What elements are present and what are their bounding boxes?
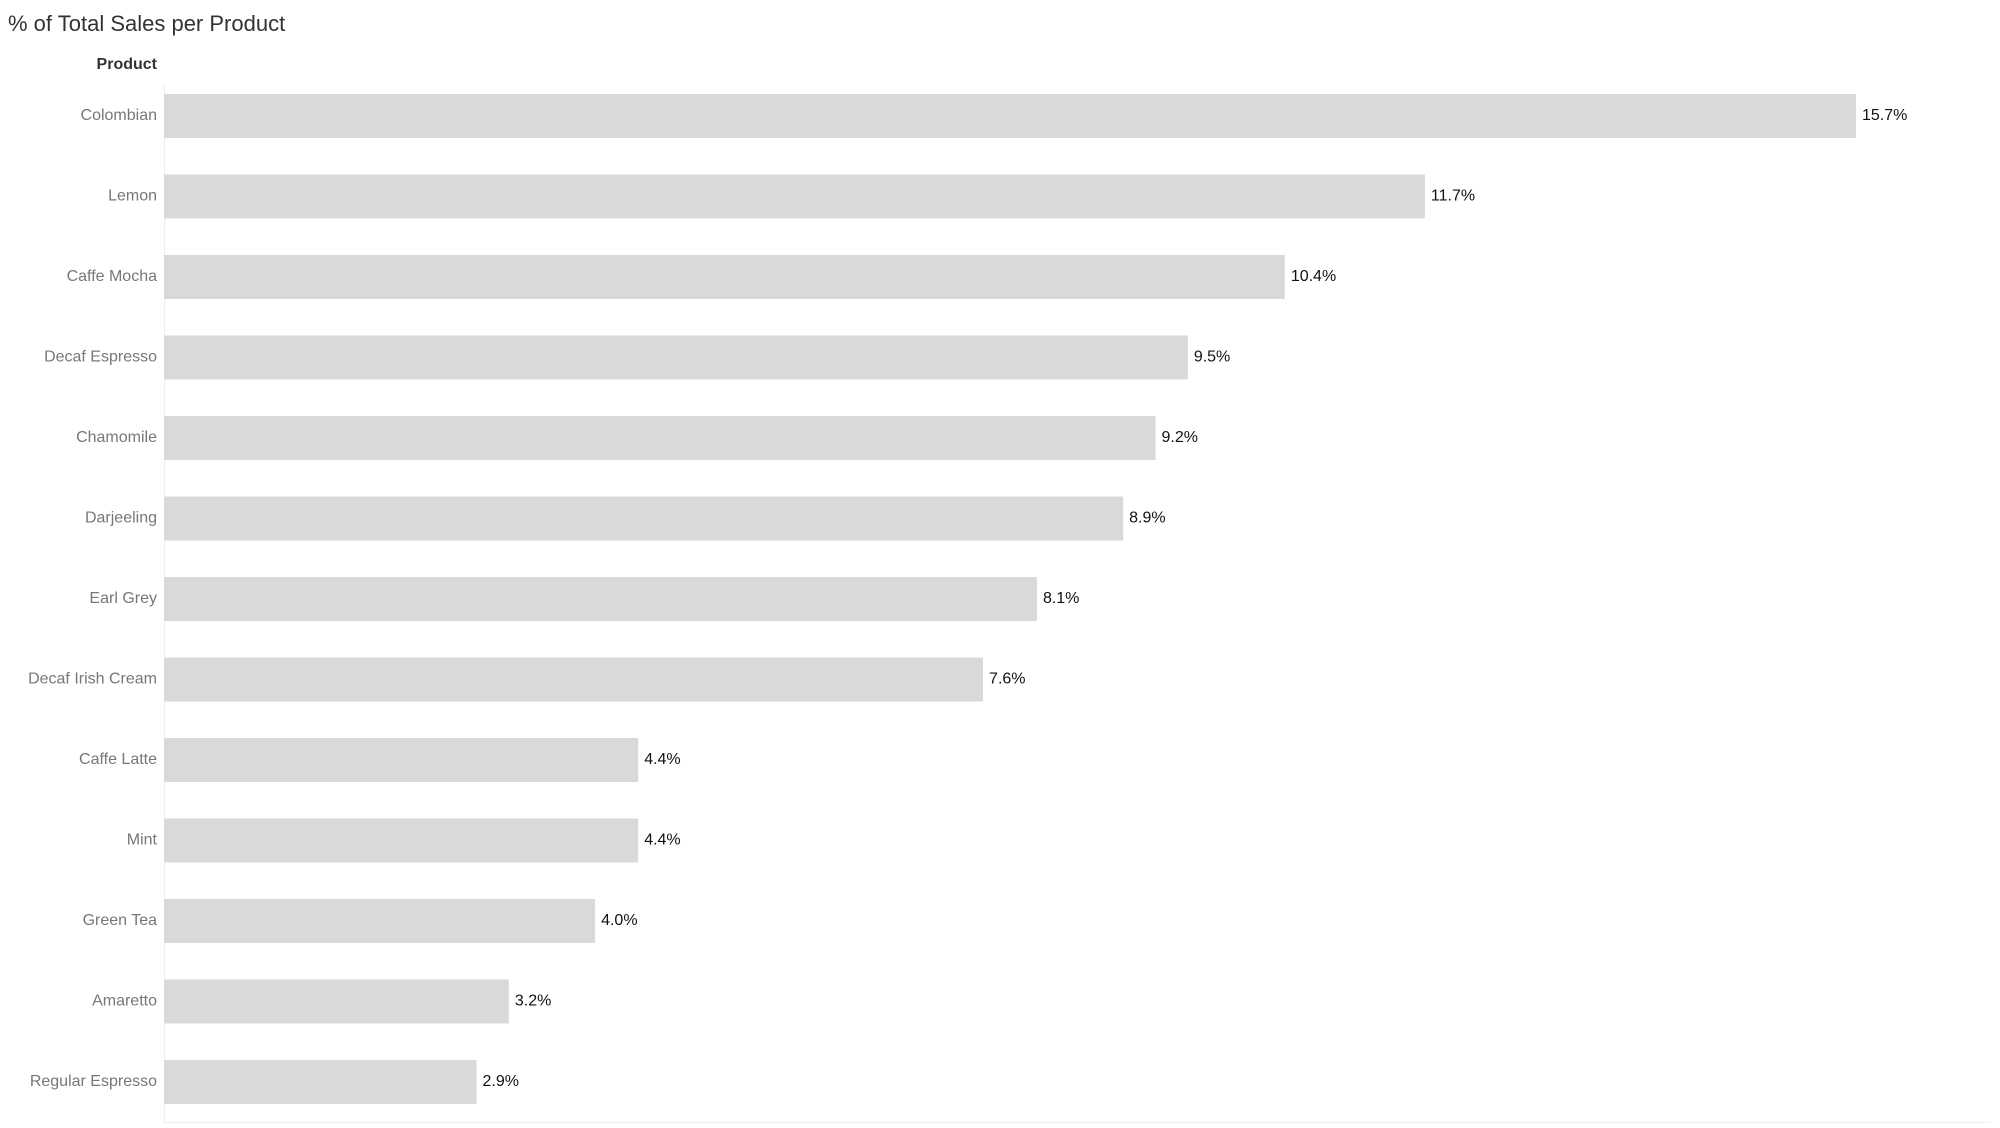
value-label: 15.7% xyxy=(1862,107,1907,124)
bar xyxy=(164,577,1037,621)
category-label: Green Tea xyxy=(83,912,158,929)
bar xyxy=(164,1060,477,1104)
bar xyxy=(164,174,1425,219)
chart-title: % of Total Sales per Product xyxy=(8,11,285,36)
value-label: 4.0% xyxy=(601,912,637,929)
bar xyxy=(164,94,1856,138)
category-label: Decaf Espresso xyxy=(44,349,157,366)
bar xyxy=(164,818,639,863)
value-label: 2.9% xyxy=(483,1073,519,1090)
bar xyxy=(164,738,639,782)
bar xyxy=(164,979,509,1024)
category-label: Caffe Mocha xyxy=(67,268,158,285)
bar xyxy=(164,255,1285,299)
value-label: 8.9% xyxy=(1129,510,1165,527)
bar xyxy=(164,416,1156,460)
category-label: Amaretto xyxy=(92,993,157,1010)
category-label: Earl Grey xyxy=(89,590,157,607)
value-label: 7.6% xyxy=(989,671,1025,688)
value-label: 8.1% xyxy=(1043,590,1079,607)
category-label: Colombian xyxy=(81,107,157,124)
category-label: Mint xyxy=(127,832,158,849)
category-label: Decaf Irish Cream xyxy=(28,671,157,688)
bar xyxy=(164,657,984,702)
bar xyxy=(164,335,1188,380)
value-label: 10.4% xyxy=(1291,268,1336,285)
value-label: 9.2% xyxy=(1161,429,1197,446)
category-label: Chamomile xyxy=(76,429,157,446)
value-label: 4.4% xyxy=(644,832,680,849)
value-label: 4.4% xyxy=(644,751,680,768)
category-label: Lemon xyxy=(108,188,157,205)
axis-label: Product xyxy=(97,56,158,73)
value-label: 11.7% xyxy=(1431,188,1475,205)
bar xyxy=(164,496,1124,541)
category-label: Darjeeling xyxy=(85,510,157,527)
value-label: 3.2% xyxy=(515,993,551,1010)
category-label: Regular Espresso xyxy=(30,1073,157,1090)
category-label: Caffe Latte xyxy=(79,751,157,768)
bar xyxy=(164,899,596,943)
value-label: 9.5% xyxy=(1194,349,1230,366)
